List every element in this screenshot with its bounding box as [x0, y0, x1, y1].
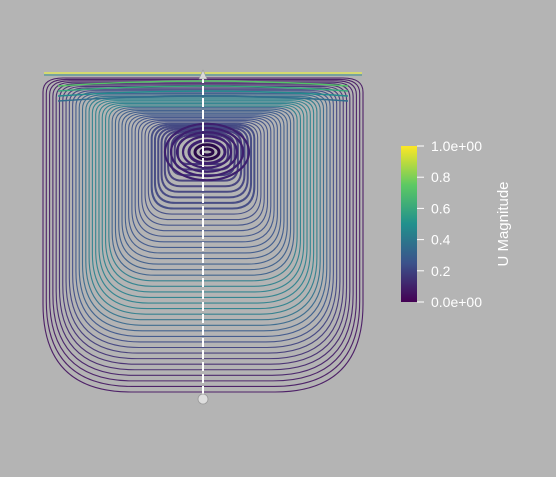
streamline: [45, 78, 361, 387]
streamline: [114, 108, 292, 271]
colorbar-tick-label: 0.2: [431, 263, 451, 279]
streamline: [144, 121, 262, 221]
streamline: [141, 119, 265, 226]
streamline: [62, 85, 344, 360]
streamline: [147, 122, 259, 215]
vortex-core-loop: [187, 139, 227, 165]
colorbar-title: U Magnitude: [495, 181, 512, 266]
streamline: [91, 98, 315, 310]
seed-line-bottom-handle-icon[interactable]: [197, 393, 209, 405]
streamline: [124, 112, 282, 254]
color-legend[interactable]: 1.0e+00 0.8 0.6 0.4 0.2 0.0e+00 U Magnitude: [401, 138, 512, 310]
streamline: [128, 114, 278, 248]
seed-line-widget[interactable]: [197, 69, 209, 405]
vortex-core-loop: [175, 131, 239, 173]
colorbar-tick-label: 0.6: [431, 200, 451, 216]
streamline: [52, 81, 354, 376]
vortex-core-loop: [169, 126, 245, 178]
vortex-core: [163, 122, 251, 182]
streamline: [55, 83, 351, 371]
streamline: [167, 130, 239, 182]
streamline: [108, 105, 298, 282]
colorbar-tick-label: 1.0e+00: [431, 138, 482, 154]
streamline: [65, 87, 341, 354]
lid-shear-streamline: [57, 95, 349, 102]
streamline: [153, 125, 253, 204]
streamline: [42, 77, 364, 393]
streamline: [101, 102, 305, 293]
streamline: [150, 123, 256, 210]
streamlines: [42, 77, 364, 393]
vortex-core-loop: [181, 135, 233, 169]
streamline: [72, 90, 334, 343]
streamline: [95, 100, 311, 304]
streamline: [160, 127, 246, 193]
streamline: [105, 104, 301, 287]
streamline: [131, 115, 275, 243]
colorbar-tick-label: 0.8: [431, 169, 451, 185]
streamline: [157, 126, 249, 199]
streamline: [121, 111, 285, 260]
streamline: [118, 109, 288, 265]
streamline: [75, 91, 331, 337]
streamline: [85, 95, 321, 321]
streamline: [49, 80, 357, 382]
vortex-core-loop: [163, 122, 251, 182]
streamline: [81, 94, 325, 326]
vortex-core-loop: [199, 147, 215, 157]
streamline: [111, 107, 295, 276]
streamline: [98, 101, 308, 299]
streamline: [137, 118, 269, 232]
colorbar-tick-label: 0.0e+00: [431, 294, 482, 310]
colorbar-tick-label: 0.4: [431, 232, 451, 248]
seed-line-top-handle-icon[interactable]: [198, 69, 208, 80]
colorbar-gradient: [401, 146, 417, 302]
streamline: [134, 117, 272, 237]
vortex-core-loop: [193, 143, 221, 161]
colorbar-ticks: 1.0e+00 0.8 0.6 0.4 0.2 0.0e+00: [417, 138, 482, 310]
